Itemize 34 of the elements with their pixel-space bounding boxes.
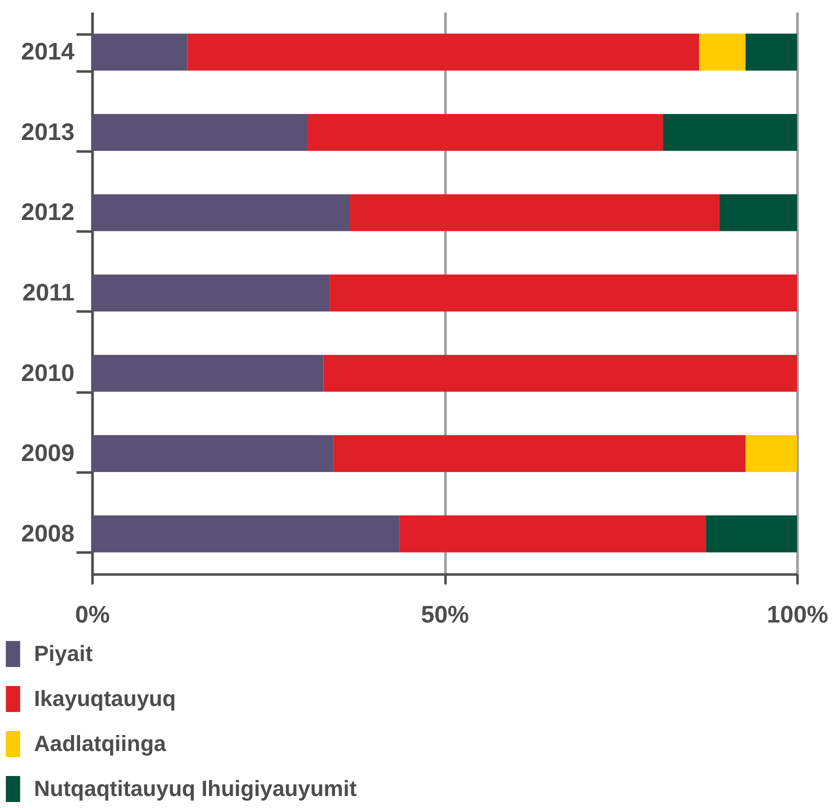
bar [699, 34, 746, 71]
bar [92, 34, 188, 71]
bar [92, 354, 324, 392]
bar [330, 274, 797, 312]
y-tick-label: 2012 [21, 199, 74, 226]
legend-label: Aadlatqiinga [34, 731, 167, 756]
bar [719, 194, 797, 232]
bar [323, 354, 797, 392]
y-tick-label: 2010 [21, 360, 74, 387]
legend-label: Nutqaqtitauyuq Ihuigiyauyumit [34, 776, 358, 801]
legend-label: Ikayuqtauyuq [34, 686, 176, 711]
y-tick-label: 2008 [21, 520, 74, 548]
y-tick-label: 2009 [21, 440, 74, 468]
legend-label: Piyait [34, 641, 94, 666]
y-tick-label: 2013 [21, 118, 74, 146]
bar [307, 114, 664, 151]
bar [746, 34, 797, 71]
bar [92, 274, 330, 312]
bar [92, 194, 350, 232]
bar [187, 34, 700, 71]
bar [706, 515, 797, 552]
bar [399, 515, 706, 552]
y-tick-label: 2011 [22, 280, 74, 306]
x-tick-label: 50% [420, 602, 470, 628]
bar [92, 515, 400, 552]
x-tick-label: 0% [75, 602, 110, 628]
bar [663, 114, 797, 151]
bar [350, 194, 720, 232]
y-tick-label: 2014 [21, 38, 76, 66]
bar [333, 435, 746, 472]
bar [746, 435, 797, 472]
bar [92, 114, 308, 151]
bar [92, 435, 334, 472]
x-tick-label: 100% [766, 602, 828, 628]
